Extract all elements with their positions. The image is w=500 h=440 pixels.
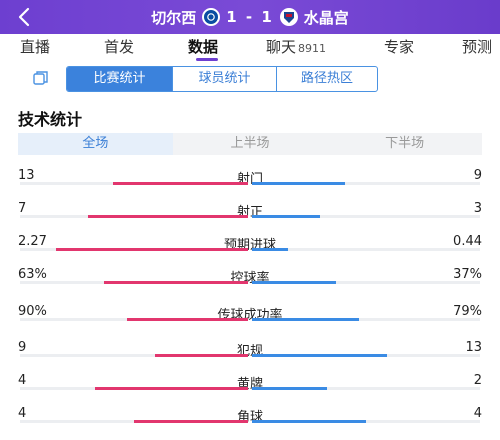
- away-track: [252, 215, 480, 218]
- away-value: 2: [473, 373, 482, 388]
- away-bar: [252, 215, 321, 218]
- tab-experts[interactable]: 专家: [384, 38, 415, 56]
- period-full-match[interactable]: 全场: [18, 133, 173, 155]
- away-value: 37%: [453, 267, 482, 282]
- home-bar: [154, 354, 248, 357]
- home-bar: [127, 318, 248, 321]
- away-value: 9: [473, 168, 482, 183]
- tab-chat-label: 聊天: [266, 38, 297, 56]
- stat-row-possession: 63% 控球率 37%: [0, 267, 500, 301]
- home-value: 63%: [18, 267, 47, 282]
- home-track: [20, 248, 248, 251]
- home-value: 13: [18, 168, 35, 183]
- away-track: [252, 281, 480, 284]
- away-track: [252, 182, 480, 185]
- away-bar: [252, 182, 346, 185]
- subtab-heat-zones[interactable]: 路径热区: [300, 71, 353, 86]
- back-button[interactable]: [14, 4, 36, 30]
- home-track: [20, 354, 248, 357]
- scoreline: 1 - 1: [226, 8, 274, 26]
- match-header: 切尔西 1 - 1 水晶宫: [0, 0, 500, 34]
- home-value: 90%: [18, 304, 47, 319]
- tab-data[interactable]: 数据: [188, 38, 219, 56]
- home-track: [20, 182, 248, 185]
- home-value: 4: [18, 373, 27, 388]
- home-value: 7: [18, 201, 27, 216]
- stat-row-shots-on-target: 7 射正 3: [0, 201, 500, 235]
- home-bar: [104, 281, 248, 284]
- stat-row-corners: 4 角球 4: [0, 406, 500, 440]
- away-value: 79%: [453, 304, 482, 319]
- home-bar: [56, 248, 248, 251]
- away-team-name: 水晶宫: [303, 8, 349, 27]
- chat-count: 8911: [298, 42, 327, 55]
- away-track: [252, 420, 480, 423]
- period-second-half[interactable]: 下半场: [385, 136, 425, 151]
- tab-chat[interactable]: 聊天 8911: [266, 36, 326, 57]
- subtab-player-stats[interactable]: 球员统计: [173, 67, 277, 91]
- chevron-left-icon: [18, 7, 30, 27]
- active-tab-indicator: [196, 58, 218, 61]
- away-bar: [252, 354, 387, 357]
- away-value: 4: [473, 406, 482, 421]
- away-bar: [252, 420, 366, 423]
- home-track: [20, 420, 248, 423]
- period-selector: 全场 上半场 下半场: [18, 133, 482, 155]
- home-team-name: 切尔西: [151, 8, 197, 27]
- stat-row-shots: 13 射门 9: [0, 168, 500, 202]
- away-track: [252, 248, 480, 251]
- home-bar: [88, 215, 248, 218]
- match-title: 切尔西 1 - 1 水晶宫: [0, 0, 500, 34]
- away-value: 0.44: [453, 234, 482, 249]
- period-first-half[interactable]: 上半场: [230, 136, 270, 151]
- away-bar: [252, 248, 289, 251]
- score-separator: -: [245, 8, 255, 26]
- tab-prediction[interactable]: 预测: [462, 38, 493, 56]
- away-bar: [252, 318, 360, 321]
- away-track: [252, 318, 480, 321]
- stat-row-yellow-cards: 4 黄牌 2: [0, 373, 500, 407]
- main-tabs: 直播 首发 数据 聊天 8911 专家 预测: [0, 34, 500, 61]
- stats-subtabs-row: 比赛统计 球员统计 路径热区: [0, 66, 500, 92]
- subtab-match-stats[interactable]: 比赛统计: [67, 67, 173, 91]
- home-score: 1: [226, 8, 239, 26]
- home-track: [20, 215, 248, 218]
- crystal-palace-crest-icon: [279, 8, 298, 26]
- away-track: [252, 354, 480, 357]
- tab-lineup[interactable]: 首发: [104, 38, 135, 56]
- away-score: 1: [261, 8, 274, 26]
- home-track: [20, 281, 248, 284]
- away-track: [252, 387, 480, 390]
- home-track: [20, 387, 248, 390]
- stats-segmented-control: 比赛统计 球员统计 路径热区: [66, 66, 378, 92]
- tab-live[interactable]: 直播: [20, 38, 51, 56]
- away-value: 13: [465, 340, 482, 355]
- away-value: 3: [473, 201, 482, 216]
- home-bar: [95, 387, 248, 390]
- away-bar: [252, 387, 328, 390]
- home-track: [20, 318, 248, 321]
- section-title: 技术统计: [18, 110, 83, 129]
- pitch-toggle-icon[interactable]: [32, 69, 50, 87]
- stat-row-fouls: 9 犯规 13: [0, 340, 500, 374]
- stat-row-xg: 2.27 预期进球 0.44: [0, 234, 500, 268]
- home-value: 4: [18, 406, 27, 421]
- home-bar: [134, 420, 248, 423]
- home-value: 2.27: [18, 234, 47, 249]
- away-bar: [252, 281, 337, 284]
- home-value: 9: [18, 340, 27, 355]
- stat-row-pass-accuracy: 90% 传球成功率 79%: [0, 304, 500, 338]
- chelsea-crest-icon: [202, 8, 221, 26]
- home-bar: [113, 182, 248, 185]
